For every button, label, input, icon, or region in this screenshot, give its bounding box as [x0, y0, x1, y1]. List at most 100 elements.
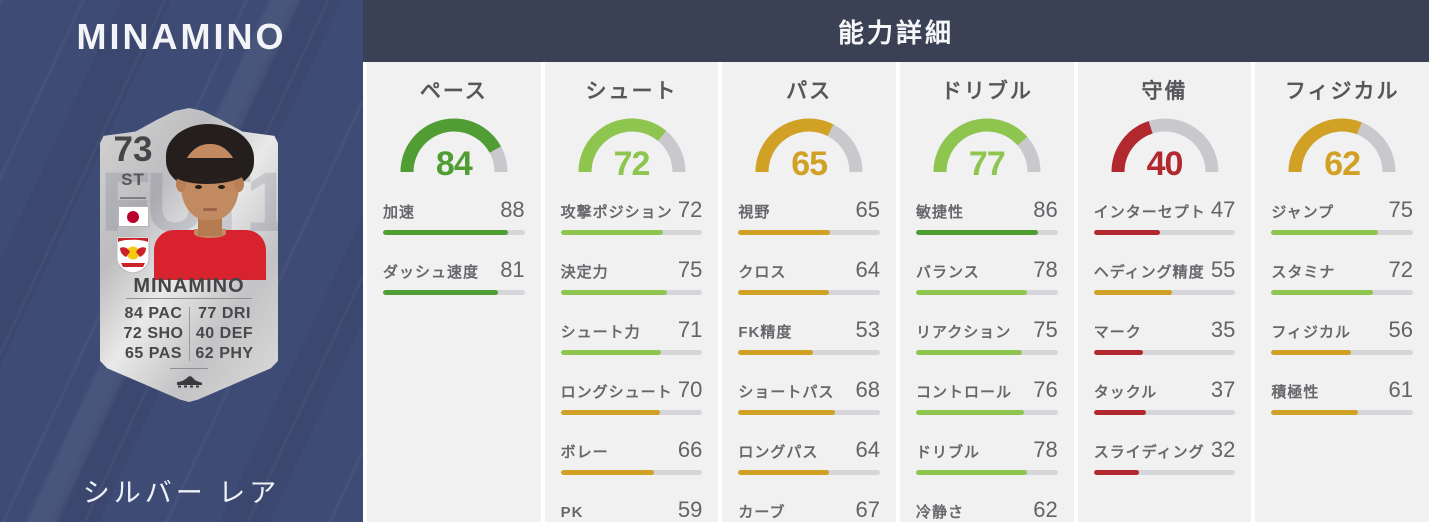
stat-bar-fill	[560, 230, 663, 235]
card-stat-label: SHO	[147, 325, 184, 342]
stat-value: 72	[1388, 257, 1414, 282]
ability-column-passing: パス 65 視野 65 クロス 64 FK精度 53 ショートパス 68 ロングパス 64 カーブ 67	[722, 62, 897, 522]
stat-label: ダッシュ速度	[383, 264, 480, 281]
stat-bar	[383, 290, 525, 295]
stat-value: 88	[500, 197, 525, 222]
stat-label: 視野	[738, 204, 771, 221]
stat-value: 75	[1033, 317, 1058, 342]
stat-row-top: FK精度 53	[738, 317, 880, 343]
stat-row-top: タックル 37	[1094, 377, 1236, 403]
category-gauge-defending: 40	[1110, 114, 1220, 183]
category-title-physical: フィジカル	[1284, 80, 1400, 103]
stat-value: 64	[855, 437, 881, 462]
ability-column-shooting: シュート 72 攻撃ポジション 72 決定力 75 シュート力 71 ロングシュート 70 ボレー 6…	[544, 62, 719, 522]
stat-row: スタミナ 72	[1271, 257, 1414, 295]
stat-row: シュート力 71	[560, 317, 703, 355]
category-overall-shooting: 72	[613, 145, 651, 183]
stat-row: 冷静さ 62	[916, 497, 1058, 522]
stat-value: 37	[1210, 377, 1236, 402]
stat-value: 76	[1033, 377, 1058, 402]
stat-row-top: 敏捷性 86	[916, 197, 1058, 223]
stat-row: ダッシュ速度 81	[383, 257, 525, 295]
stat-bar-fill	[1093, 290, 1172, 295]
stat-label: PK	[560, 504, 584, 521]
stat-row: インターセプト 47	[1093, 197, 1236, 235]
card-stat-value: 77	[198, 305, 217, 322]
stat-value: 75	[1388, 197, 1414, 222]
card-stat-label: DRI	[221, 305, 251, 322]
stat-row-top: コントロール 76	[916, 377, 1058, 403]
stat-bar-fill	[1093, 350, 1144, 355]
stat-bar	[1093, 290, 1236, 295]
stat-list-defending: インターセプト 47 ヘディング精度 55 マーク 35 タックル 37 スライディング 32	[1093, 197, 1236, 475]
card-stat-value: 84	[124, 305, 144, 322]
club-crest-icon	[116, 236, 150, 274]
stat-bar	[1271, 350, 1414, 355]
stat-row-top: ショートパス 68	[738, 377, 880, 403]
stat-row-top: カーブ 67	[738, 497, 880, 522]
stat-row-top: PK 59	[561, 497, 703, 522]
stat-bar-fill	[383, 230, 508, 235]
card-stat-label: PAS	[148, 345, 182, 362]
stat-bar	[1093, 470, 1236, 475]
stat-row: タックル 37	[1093, 377, 1236, 415]
stat-bar	[916, 290, 1058, 295]
stat-value: 72	[677, 197, 703, 222]
player-card: FUT19 73 ST	[100, 108, 278, 402]
card-stats: 84 PAC 77 DRI 72 SHO 40 DEF 65 PAS 62 PHY	[118, 304, 260, 364]
stat-label: リアクション	[916, 324, 1012, 341]
stat-list-dribbling: 敏捷性 86 バランス 78 リアクション 75 コントロール 76 ドリブル 78 冷静さ 62	[916, 197, 1058, 522]
stat-bar	[1271, 410, 1414, 415]
stat-bar	[1271, 230, 1414, 235]
card-stats-divider	[189, 307, 190, 361]
stat-label: 敏捷性	[916, 204, 965, 221]
stat-row: ドリブル 78	[916, 437, 1058, 475]
player-panel: MINAMINO FUT19 73 ST	[0, 0, 363, 522]
stat-label: スライディング	[1093, 444, 1205, 461]
ability-column-physical: フィジカル 62 ジャンプ 75 スタミナ 72 フィジカル 56 積極性 61	[1255, 62, 1429, 522]
category-gauge-physical: 62	[1287, 114, 1397, 183]
stat-row: フィジカル 56	[1271, 317, 1414, 355]
stat-value: 66	[677, 437, 703, 462]
stat-list-pace: 加速 88 ダッシュ速度 81	[383, 197, 525, 295]
stat-row-top: ダッシュ速度 81	[383, 257, 525, 283]
stat-bar-fill	[560, 350, 662, 355]
category-title-dribbling: ドリブル	[940, 80, 1033, 103]
stat-bar	[738, 350, 881, 355]
stat-bar	[738, 470, 881, 475]
stat-bar	[560, 290, 703, 295]
stat-value: 56	[1388, 317, 1414, 342]
stat-row-top: スライディング 32	[1094, 437, 1236, 463]
stat-row-top: ロングシュート 70	[561, 377, 703, 403]
stat-bar	[916, 470, 1058, 475]
stat-bar	[560, 350, 703, 355]
category-gauge-pace: 84	[399, 114, 509, 183]
category-title-pace: ペース	[419, 80, 488, 103]
stat-label: スタミナ	[1271, 264, 1336, 281]
stat-bar	[916, 350, 1058, 355]
stat-bar	[738, 410, 881, 415]
stat-row: マーク 35	[1093, 317, 1236, 355]
stat-bar	[383, 230, 525, 235]
stat-row: PK 59	[561, 497, 703, 522]
ability-header: 能力詳細	[363, 0, 1429, 62]
stat-value: 67	[855, 497, 881, 522]
card-bottom-divider	[170, 368, 208, 369]
card-rating: 73	[113, 130, 153, 169]
stat-label: インターセプト	[1093, 204, 1206, 221]
card-divider	[120, 197, 146, 199]
stat-label: ジャンプ	[1271, 204, 1335, 221]
stat-value: 81	[500, 257, 525, 282]
stat-row-top: 決定力 75	[561, 257, 703, 283]
stat-label: 攻撃ポジション	[560, 204, 673, 221]
stat-list-passing: 視野 65 クロス 64 FK精度 53 ショートパス 68 ロングパス 64 カーブ 67	[738, 197, 881, 522]
stat-bar-fill	[560, 470, 655, 475]
card-rating-block: 73 ST	[110, 132, 156, 274]
boot-icon	[100, 374, 278, 393]
card-stat-value: 72	[123, 325, 143, 342]
stat-bar-fill	[916, 350, 1023, 355]
stat-bar-fill	[738, 290, 829, 295]
stat-row-top: ヘディング精度 55	[1094, 257, 1236, 283]
stat-label: カーブ	[738, 504, 786, 521]
